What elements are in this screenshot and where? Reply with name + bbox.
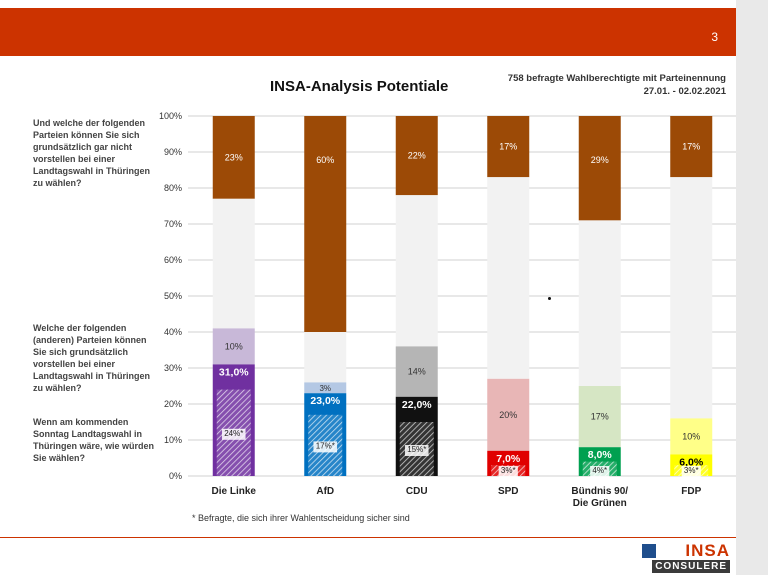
- never-label: 22%: [408, 151, 426, 161]
- slide: 3 INSA-Analysis Potentiale 758 befragte …: [0, 0, 736, 575]
- sure-label: 3%*: [501, 466, 516, 475]
- y-tick-label: 50%: [164, 291, 182, 301]
- x-category-label: AfD: [316, 486, 334, 497]
- date-range-text: 27.01. - 02.02.2021: [643, 86, 726, 97]
- sure-label-bg: [404, 445, 429, 456]
- stacked-bar-chart: 0% 10% 20% 30% 40% 50% 60% 70% 80% 90% 100% 23% 10%…: [159, 111, 736, 509]
- header-bar: 3: [0, 8, 736, 56]
- y-tick-label: 70%: [164, 219, 182, 229]
- bar-potential: [487, 378, 530, 451]
- potential-label: 14%: [408, 367, 426, 377]
- vote-label: 23,0%: [310, 395, 340, 407]
- bar-rest: [578, 220, 621, 386]
- x-category-label: FDP: [681, 486, 701, 497]
- y-tick-label: 30%: [164, 363, 182, 373]
- y-tick-label: 10%: [164, 435, 182, 445]
- potential-label: 10%: [225, 341, 243, 351]
- sure-label-bg: [221, 428, 246, 440]
- bar-rest: [670, 177, 713, 419]
- bar-never: [487, 116, 530, 178]
- logo-mark-icon: [642, 544, 656, 558]
- chart-title: INSA-Analysis Potentiale: [270, 78, 449, 95]
- bar-potential: [304, 382, 347, 394]
- sure-label: 4%*: [592, 466, 607, 475]
- potential-label: 10%: [682, 431, 700, 441]
- sure-label-bg: [681, 466, 701, 477]
- x-category-label: Die Grünen: [573, 498, 627, 509]
- insa-logo: INSA CONSULERE: [640, 541, 730, 573]
- never-label: 23%: [225, 152, 243, 162]
- y-tick-label: 80%: [164, 183, 182, 193]
- question-never: Und welche der folgenden Parteien können…: [33, 118, 150, 188]
- x-category-label: Die Linke: [212, 486, 257, 497]
- sure-label-bg: [498, 466, 518, 477]
- x-category-label: CDU: [406, 486, 428, 497]
- potential-label: 17%: [591, 412, 609, 422]
- bar-rest: [304, 332, 347, 383]
- never-label: 60%: [316, 155, 334, 165]
- never-label: 17%: [499, 142, 517, 152]
- bar-never: [578, 116, 621, 221]
- footer-line: [0, 537, 736, 538]
- bar-rest: [212, 198, 255, 329]
- potential-label: 3%: [319, 384, 331, 393]
- never-label: 17%: [682, 142, 700, 152]
- sample-size-text: 758 befragte Wahlberechtigte mit Partein…: [507, 73, 726, 84]
- bar-rest: [395, 195, 438, 347]
- sure-label-bg: [313, 441, 338, 453]
- bar-potential: [212, 328, 255, 365]
- y-tick-label: 20%: [164, 399, 182, 409]
- y-tick-label: 100%: [159, 111, 182, 121]
- stray-dot: [548, 297, 551, 300]
- bar-potential: [395, 346, 438, 397]
- sure-label-bg: [590, 466, 610, 477]
- logo-text-bottom: CONSULERE: [652, 560, 730, 573]
- vote-label: 6,0%: [679, 456, 704, 468]
- potential-label: 20%: [499, 410, 517, 420]
- bar-never: [670, 116, 713, 178]
- question-vote: Wenn am kommenden Sonntag Landtagswahl i…: [33, 417, 155, 463]
- never-label: 29%: [591, 155, 609, 165]
- bar-potential: [670, 418, 713, 455]
- y-tick-label: 40%: [164, 327, 182, 337]
- bar-never: [304, 116, 347, 332]
- y-tick-label: 90%: [164, 147, 182, 157]
- vote-label: 22,0%: [402, 399, 432, 411]
- vote-label: 31,0%: [219, 366, 249, 378]
- question-potential: Welche der folgenden (anderen) Parteien …: [33, 323, 150, 393]
- bar-never: [395, 116, 438, 196]
- vote-label: 7,0%: [496, 453, 521, 465]
- bar-rest: [487, 177, 530, 379]
- y-tick-label: 60%: [164, 255, 182, 265]
- footnote: * Befragte, die sich ihrer Wahlentscheid…: [192, 513, 410, 523]
- vote-label: 8,0%: [588, 449, 613, 461]
- y-tick-label: 0%: [169, 471, 182, 481]
- logo-text-top: INSA: [685, 541, 730, 560]
- bar-never: [212, 116, 255, 199]
- survey-meta: 758 befragte Wahlberechtigte mit Partein…: [508, 72, 726, 98]
- x-category-label: SPD: [498, 486, 519, 497]
- sure-label: 15%*: [407, 445, 426, 454]
- sure-label: 24%*: [224, 429, 243, 438]
- sure-label: 17%*: [316, 441, 335, 450]
- bar-potential: [578, 386, 621, 448]
- x-category-label: Bündnis 90/: [571, 486, 628, 497]
- sure-label: 3%*: [684, 466, 699, 475]
- page-number: 3: [711, 30, 718, 44]
